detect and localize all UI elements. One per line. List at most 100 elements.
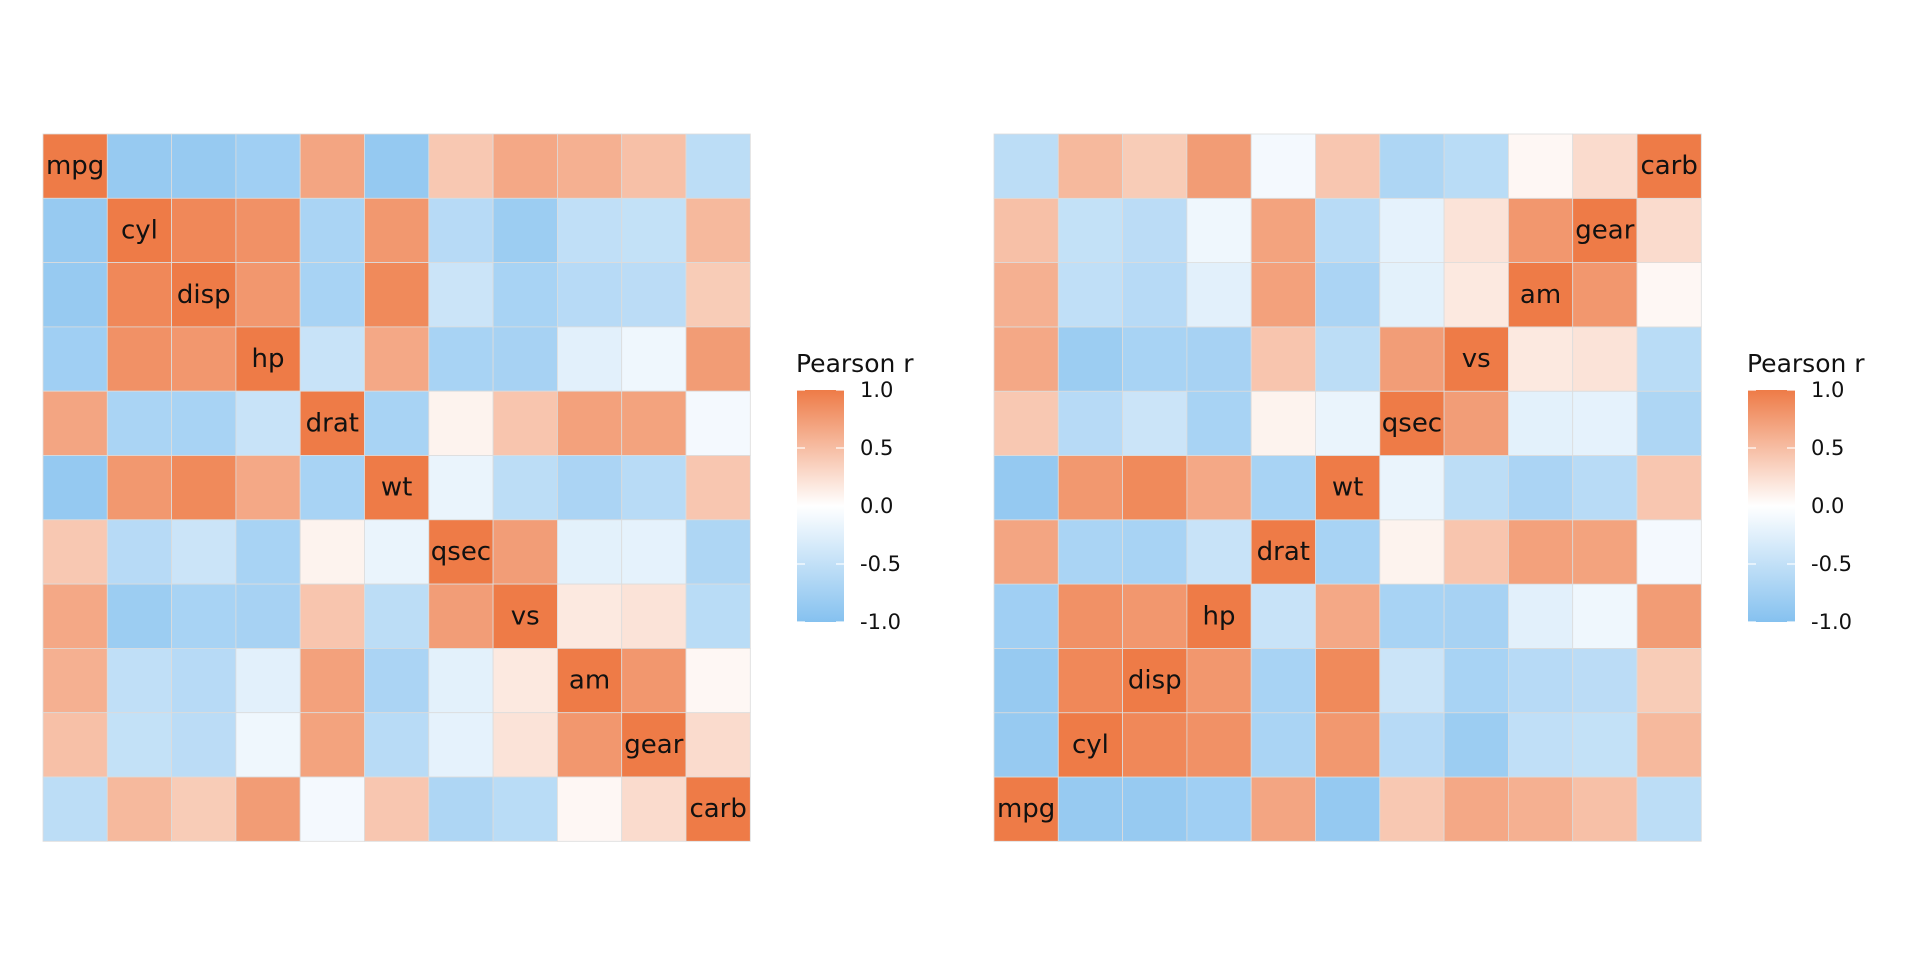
heatmap-cell-carb-hp (1186, 133, 1252, 199)
heatmap-cell-am-cyl (106, 648, 173, 714)
heatmap-cell-vs-mpg (993, 326, 1059, 392)
heatmap-cell-carb-vs (1443, 133, 1509, 199)
heatmap-cell-disp-mpg (993, 648, 1059, 714)
heatmap-cell-disp-mpg (42, 262, 108, 328)
heatmap-cell-disp-am (557, 262, 623, 328)
heatmap-cell-mpg-qsec (428, 133, 494, 199)
variable-label-hp: hp (1203, 601, 1236, 631)
diagonal-labels: mpg cyl disp hp drat wt qsec vs am gear carb (46, 151, 747, 824)
heatmap-cell-vs-vs (492, 583, 558, 649)
heatmap-cell-vs-disp (171, 583, 237, 649)
heatmap-cell-gear-carb (685, 712, 751, 778)
heatmap-cell-qsec-mpg (993, 390, 1059, 456)
heatmap-cell-cyl-drat (299, 197, 365, 264)
heatmap-cell-wt-carb (1636, 455, 1702, 521)
heatmap-cell-wt-wt (1315, 455, 1381, 521)
variable-label-qsec: qsec (431, 537, 491, 567)
heatmap-cell-vs-drat (299, 583, 365, 649)
heatmap-cell-gear-hp (1186, 197, 1252, 264)
heatmap-cell-carb-drat (1250, 133, 1316, 199)
variable-label-carb: carb (1640, 151, 1697, 181)
heatmap-cell-qsec-carb (685, 519, 751, 585)
heatmap-cell-gear-mpg (42, 712, 108, 778)
heatmap-cell-qsec-gear (1572, 390, 1638, 456)
heatmap-cell-hp-mpg (42, 326, 108, 392)
heatmap-cell-drat-am (1508, 519, 1574, 585)
heatmap-cell-cyl-hp (1186, 712, 1252, 778)
heatmap-cell-hp-am (1508, 583, 1574, 649)
variable-label-gear: gear (1575, 215, 1634, 245)
heatmap-cell-am-qsec (1379, 262, 1445, 328)
heatmap-cell-wt-cyl (1057, 455, 1124, 521)
heatmap-cell-gear-hp (235, 712, 301, 778)
heatmap-cell-cyl-cyl (106, 197, 173, 264)
heatmap-cell-hp-gear (1572, 583, 1638, 649)
legend-tick-label: -1.0 (860, 610, 901, 634)
heatmap-cell-carb-drat (299, 776, 365, 842)
heatmap-cell-wt-wt (364, 455, 430, 521)
heatmap-cell-qsec-carb (1636, 390, 1702, 456)
heatmap-cell-qsec-qsec (428, 519, 494, 585)
heatmap-cell-hp-vs (492, 326, 558, 392)
heatmap-cell-disp-cyl (1057, 648, 1124, 714)
variable-label-qsec: qsec (1382, 408, 1442, 438)
heatmap-cell-gear-mpg (993, 197, 1059, 264)
heatmap-cell-wt-gear (1572, 455, 1638, 521)
heatmap-cell-qsec-qsec (1379, 390, 1445, 456)
variable-label-am: am (1520, 280, 1561, 310)
heatmap-cell-drat-mpg (993, 519, 1059, 585)
heatmap-cell-vs-wt (1315, 326, 1381, 392)
heatmap-cell-carb-mpg (993, 133, 1059, 199)
heatmap-cell-mpg-disp (171, 133, 237, 199)
heatmap-cell-gear-vs (492, 712, 558, 778)
heatmap-cell-qsec-wt (364, 519, 430, 585)
heatmap-cell-mpg-am (557, 133, 623, 199)
heatmap-cell-disp-wt (1315, 648, 1381, 714)
heatmap-cell-carb-carb (1636, 133, 1702, 199)
heatmap-cell-gear-wt (364, 712, 430, 778)
heatmap-cell-am-vs (492, 648, 558, 714)
heatmap-cell-wt-am (557, 455, 623, 521)
heatmap-cell-hp-carb (1636, 583, 1702, 649)
heatmap-cell-qsec-drat (299, 519, 365, 585)
heatmap-cell-wt-qsec (1379, 455, 1445, 521)
heatmap-cell-vs-carb (685, 583, 751, 649)
heatmap-cell-mpg-hp (235, 133, 301, 199)
heatmap-cell-vs-drat (1250, 326, 1316, 392)
heatmap-cell-drat-carb (685, 390, 751, 456)
heatmap-cell-gear-drat (1250, 197, 1316, 264)
heatmap-cell-carb-disp (171, 776, 237, 842)
heatmap-cell-am-cyl (1057, 262, 1124, 328)
heatmap-cell-mpg-am (1508, 776, 1574, 842)
heatmap-cell-carb-am (557, 776, 623, 842)
heatmap-cell-qsec-am (557, 519, 623, 585)
heatmap-cell-wt-drat (1250, 455, 1316, 521)
variable-label-am: am (569, 666, 610, 696)
heatmap-cell-gear-gear (1572, 197, 1638, 264)
heatmap-cell-carb-cyl (1057, 133, 1124, 199)
heatmap-cell-mpg-hp (1186, 776, 1252, 842)
heatmap-cell-gear-vs (1443, 197, 1509, 264)
heatmap-cell-wt-mpg (993, 455, 1059, 521)
heatmap-cell-cyl-hp (235, 197, 301, 264)
heatmap-cell-am-qsec (428, 648, 494, 714)
heatmap-cell-disp-vs (492, 262, 558, 328)
heatmap-cell-carb-carb (685, 776, 751, 842)
heatmap-cell-qsec-gear (621, 519, 687, 585)
heatmap-cell-carb-wt (364, 776, 430, 842)
heatmap-cell-carb-qsec (1379, 133, 1445, 199)
heatmap-cell-drat-qsec (428, 390, 494, 456)
heatmap-cell-hp-vs (1443, 583, 1509, 649)
heatmap-cell-hp-cyl (106, 326, 173, 392)
heatmap-cell-cyl-qsec (1379, 712, 1445, 778)
heatmap-cell-hp-drat (299, 326, 365, 392)
heatmap-cell-wt-drat (299, 455, 365, 521)
heatmap-cell-wt-qsec (428, 455, 494, 521)
heatmap-cell-am-gear (1572, 262, 1638, 328)
heatmap-cell-gear-cyl (106, 712, 173, 778)
heatmap-cell-vs-vs (1443, 326, 1509, 392)
heatmap-cell-vs-carb (1636, 326, 1702, 392)
variable-label-drat: drat (1257, 537, 1310, 567)
heatmap-panel-left: mpg cyl disp hp drat wt qsec vs am gear carb Pearso… (42, 133, 914, 842)
heatmap-cell-am-carb (1636, 262, 1702, 328)
